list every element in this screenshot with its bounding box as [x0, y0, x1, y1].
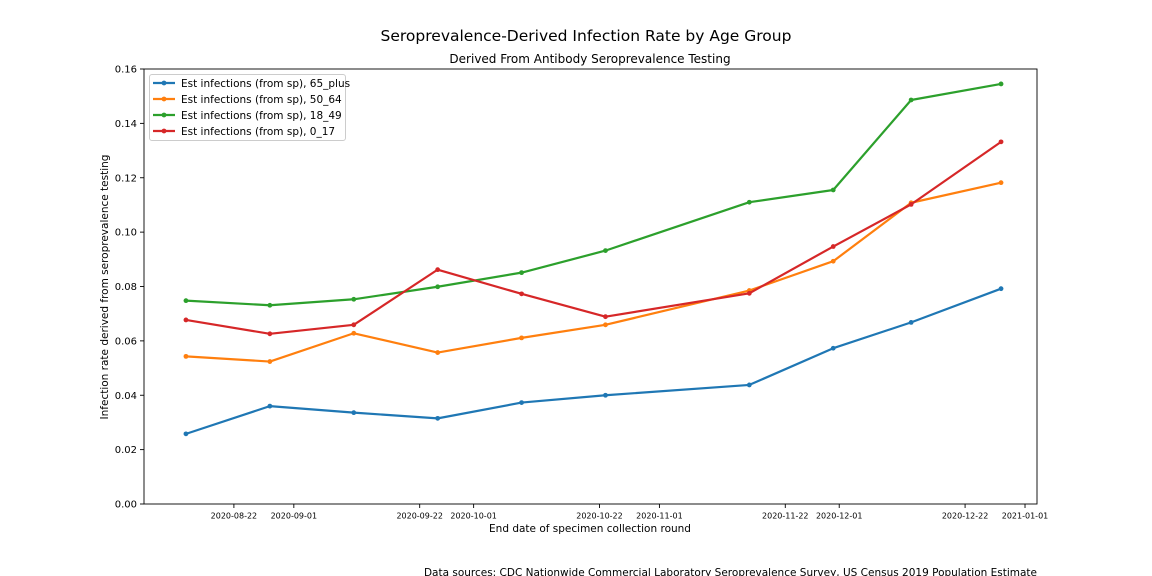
series-0-point-7: [830, 345, 836, 351]
series-2-point-1: [267, 302, 273, 308]
x-tick-label-1: 2020-09-01: [271, 512, 318, 521]
series-2-point-4: [519, 270, 524, 276]
series-1-point-2: [351, 330, 357, 336]
series-3-point-2: [351, 322, 357, 328]
x-tick-label-8: 2020-12-22: [942, 512, 989, 521]
legend-label-2: Est infections (from sp), 18_49: [181, 110, 342, 122]
chart-subtitle: Derived From Antibody Seroprevalence Tes…: [449, 52, 730, 66]
x-tick-label-4: 2020-10-22: [576, 512, 623, 521]
series-0-point-4: [519, 400, 524, 405]
series-3-point-3: [435, 267, 441, 273]
x-tick-label-2: 2020-09-22: [396, 512, 443, 521]
series-2-point-2: [351, 296, 357, 302]
series-0-point-3: [435, 415, 441, 421]
y-tick-label-7: 0.14: [115, 119, 137, 130]
legend-label-0: Est infections (from sp), 65_plus: [181, 78, 350, 90]
series-1-point-1: [267, 359, 273, 364]
series-2-point-8: [908, 97, 914, 103]
legend-label-3: Est infections (from sp), 0_17: [181, 126, 335, 138]
series-3-point-1: [267, 331, 273, 337]
y-tick-label-8: 0.16: [115, 65, 137, 76]
series-2-point-7: [830, 187, 836, 193]
series-3-point-8: [908, 201, 914, 207]
legend-marker-1: [161, 96, 167, 102]
x-tick-label-6: 2020-11-22: [762, 512, 809, 521]
series-line-1: [184, 181, 1003, 363]
x-tick-label-7: 2020-12-01: [816, 512, 863, 521]
series-3-point-5: [603, 314, 608, 320]
series-0-point-0: [183, 431, 189, 437]
y-tick-label-6: 0.12: [115, 173, 137, 184]
series-line-3: [184, 140, 1003, 335]
legend-marker-3: [161, 128, 167, 134]
series-1-point-4: [519, 335, 524, 341]
x-tick-label-3: 2020-10-01: [450, 512, 497, 521]
data-sources-footer: Data sources: CDC Nationwide Commercial …: [424, 567, 1037, 576]
legend-label-1: Est infections (from sp), 50_64: [181, 94, 342, 106]
series-3-point-6: [746, 290, 752, 296]
plot-area: 0.00 0.02 0.04 0.06 0.08 0.10 0.12 0.14 0.16 2020…: [115, 65, 1049, 521]
series-2-point-5: [603, 248, 608, 254]
series-3-point-9: [998, 139, 1004, 145]
y-tick-label-2: 0.04: [115, 391, 137, 402]
series-2-point-6: [746, 199, 752, 205]
legend: Est infections (from sp), 65_plus Est inf…: [149, 74, 350, 141]
series-0-point-2: [351, 410, 357, 416]
series-3-point-7: [830, 244, 836, 249]
y-tick-label-3: 0.06: [115, 336, 137, 347]
legend-box: [149, 74, 346, 141]
series-1-point-9: [998, 180, 1004, 186]
series-0-point-1: [267, 403, 273, 409]
legend-marker-2: [161, 112, 167, 118]
series-line-2: [184, 82, 1003, 307]
y-tick-label-4: 0.08: [115, 282, 137, 293]
y-tick-label-0: 0.00: [115, 500, 137, 511]
x-axis-label: End date of specimen collection round: [489, 523, 691, 535]
x-tick-label-9: 2021-01-01: [1002, 512, 1049, 521]
legend-marker-0: [161, 80, 167, 86]
x-tick-label-5: 2020-11-01: [636, 512, 683, 521]
series-1-point-3: [435, 350, 441, 355]
series-line-0: [184, 287, 1003, 435]
series-0-point-9: [998, 286, 1004, 292]
x-tick-label-0: 2020-08-22: [211, 512, 258, 521]
series-0-point-6: [746, 382, 752, 388]
series-1-point-7: [830, 258, 836, 264]
series-3-point-4: [519, 291, 524, 297]
series-2-point-9: [998, 81, 1004, 87]
series-1-point-0: [183, 353, 189, 359]
series-2-point-3: [435, 284, 441, 290]
series-3-point-0: [183, 317, 189, 323]
chart-title: Seroprevalence-Derived Infection Rate by…: [381, 27, 792, 45]
y-axis-label: Infection rate derived from seroprevalen…: [99, 155, 111, 420]
series-0-point-8: [908, 319, 914, 325]
series-1-point-5: [603, 322, 608, 328]
y-tick-label-5: 0.10: [115, 228, 137, 239]
y-tick-label-1: 0.02: [115, 445, 137, 456]
series-0-point-5: [603, 392, 608, 398]
series-2-point-0: [183, 298, 189, 304]
